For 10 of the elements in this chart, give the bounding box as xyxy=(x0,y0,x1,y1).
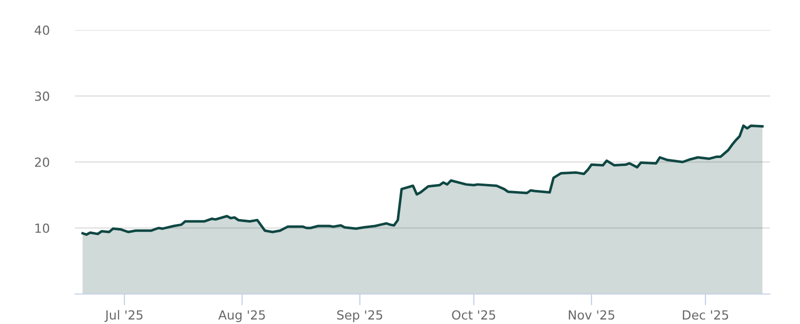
y-tick-label: 10 xyxy=(35,223,50,233)
x-tick-label: Sep '25 xyxy=(337,310,382,322)
x-tick-label: Oct '25 xyxy=(452,310,496,320)
x-tick-label: Jul '25 xyxy=(104,310,142,322)
y-tick-label: 30 xyxy=(35,91,50,101)
x-tick-label: Nov '25 xyxy=(568,310,614,320)
x-tick-label: Dec '25 xyxy=(682,310,728,320)
y-tick-label: 40 xyxy=(34,25,50,35)
x-tick-label: Aug '25 xyxy=(218,310,265,322)
y-tick-label: 20 xyxy=(35,157,50,167)
